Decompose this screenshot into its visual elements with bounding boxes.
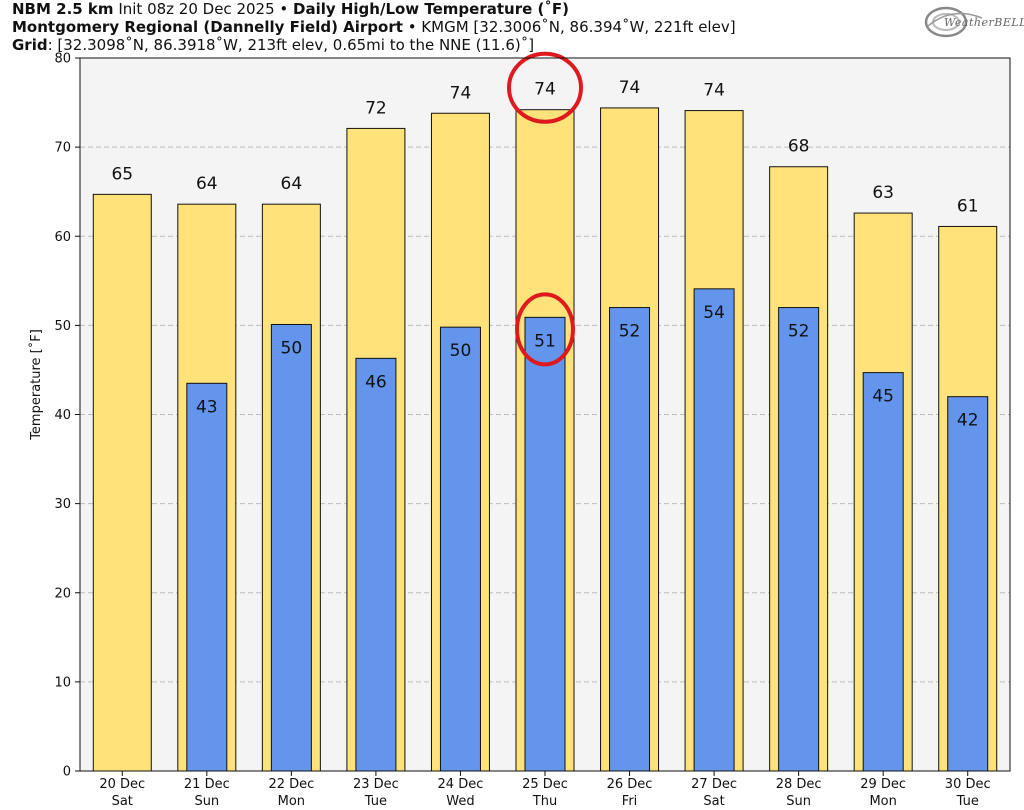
x-tick-label-date: 25 Dec [522,777,568,792]
init-time: Init 08z 20 Dec 2025 • [113,0,293,18]
chart-title: Daily High/Low Temperature (˚F) [293,0,569,18]
x-tick-label-date: 23 Dec [353,777,399,792]
y-tick-label: 0 [63,765,71,780]
x-tick-label-day: Fri [622,794,638,809]
x-tick-label-date: 21 Dec [184,777,230,792]
low-temp-label: 50 [281,338,303,358]
low-temp-label: 45 [872,387,894,407]
y-tick-label: 20 [54,586,71,601]
highlight-circle-annotation [515,292,575,367]
low-temp-label: 54 [703,303,725,323]
chart-header: NBM 2.5 km Init 08z 20 Dec 2025 • Daily … [12,0,912,54]
header-line-3: Grid: [32.3098˚N, 86.3918˚W, 213ft elev,… [12,36,912,54]
low-temp-label: 43 [196,397,218,417]
y-tick-label: 70 [54,141,71,156]
high-temp-label: 74 [619,78,641,98]
logo-swirl-icon [924,6,983,38]
annotations [507,51,583,367]
low-temp-bar [862,372,904,772]
x-tick-label-day: Sun [194,794,219,809]
station-info: • KMGM [32.3006˚N, 86.394˚W, 221ft elev] [402,18,736,36]
high-temp-label: 63 [872,183,894,203]
low-temp-bar [355,357,397,772]
x-tick-label-day: Mon [278,794,305,809]
low-temp-label: 52 [619,322,641,342]
x-tick-label-date: 20 Dec [99,777,145,792]
low-temp-bar [270,323,312,772]
x-tick-label-date: 22 Dec [268,777,314,792]
y-axis: 0 10 20 30 40 50 60 70 80 [54,52,80,780]
low-temp-bar [947,396,989,772]
y-tick-label: 60 [54,230,71,245]
x-tick-label-day: Sat [703,794,724,809]
high-temp-label: 74 [450,83,472,103]
x-tick-label-day: Thu [532,794,557,809]
high-temp-label: 74 [703,81,725,101]
high-temp-bar [92,193,152,772]
y-tick-label: 30 [54,497,71,512]
x-tick-label-date: 27 Dec [691,777,737,792]
grid-info: : [32.3098˚N, 86.3918˚W, 213ft elev, 0.6… [47,36,535,54]
y-tick-label: 10 [54,675,71,690]
low-temp-label: 52 [788,322,810,342]
high-temp-label: 72 [365,98,387,118]
low-temp-bar [778,307,820,772]
x-tick-label-date: 24 Dec [438,777,484,792]
station-name: Montgomery Regional (Dannelly Field) Air… [12,18,403,36]
data-labels: 65 64 43 64 50 72 46 74 50 74 51 74 52 74 54 68 52 63 45 61… [111,78,978,431]
y-tick-label: 80 [54,52,71,67]
y-tick-label: 50 [54,319,71,334]
y-tick-label: 40 [54,408,71,423]
y-axis-title: Temperature [˚F] [28,329,44,441]
high-temp-label: 74 [534,80,556,100]
x-tick-label-day: Sun [786,794,811,809]
low-temp-label: 42 [957,411,979,431]
header-line-2: Montgomery Regional (Dannelly Field) Air… [12,18,912,36]
high-temp-label: 64 [281,174,303,194]
low-temp-label: 50 [450,341,472,361]
low-temp-bar [186,382,228,772]
low-temp-label: 51 [534,331,556,351]
x-tick-label-day: Sat [112,794,133,809]
plot-frame [79,57,1011,772]
logo-text: WeatherBELL [944,16,1024,29]
header-line-1: NBM 2.5 km Init 08z 20 Dec 2025 • Daily … [12,0,912,18]
x-tick-label-day: Wed [446,794,474,809]
x-tick-label-day: Mon [869,794,896,809]
x-tick-label-date: 26 Dec [607,777,653,792]
weatherbell-logo: WeatherBELL [922,4,1024,40]
low-temp-bar [609,307,651,772]
x-tick-label-date: 29 Dec [860,777,906,792]
x-axis: 20 Dec Sat 21 Dec Sun 22 Dec Mon 23 Dec Tue 24 D… [99,771,991,809]
high-temp-label: 64 [196,174,218,194]
x-tick-label-date: 28 Dec [776,777,822,792]
bars [92,107,998,772]
low-temp-bar [524,316,566,772]
high-temp-label: 61 [957,196,979,216]
low-temp-bar [693,288,735,772]
high-temp-label: 65 [111,164,133,184]
grid-label: Grid [12,36,48,54]
model-name: NBM 2.5 km [12,0,114,18]
x-tick-label-day: Tue [956,794,979,809]
highlight-circle-annotation [507,51,583,124]
low-temp-bar [439,326,481,772]
high-temp-label: 68 [788,137,810,157]
x-tick-label-date: 30 Dec [945,777,991,792]
x-tick-label-day: Tue [364,794,387,809]
low-temp-label: 46 [365,372,387,392]
